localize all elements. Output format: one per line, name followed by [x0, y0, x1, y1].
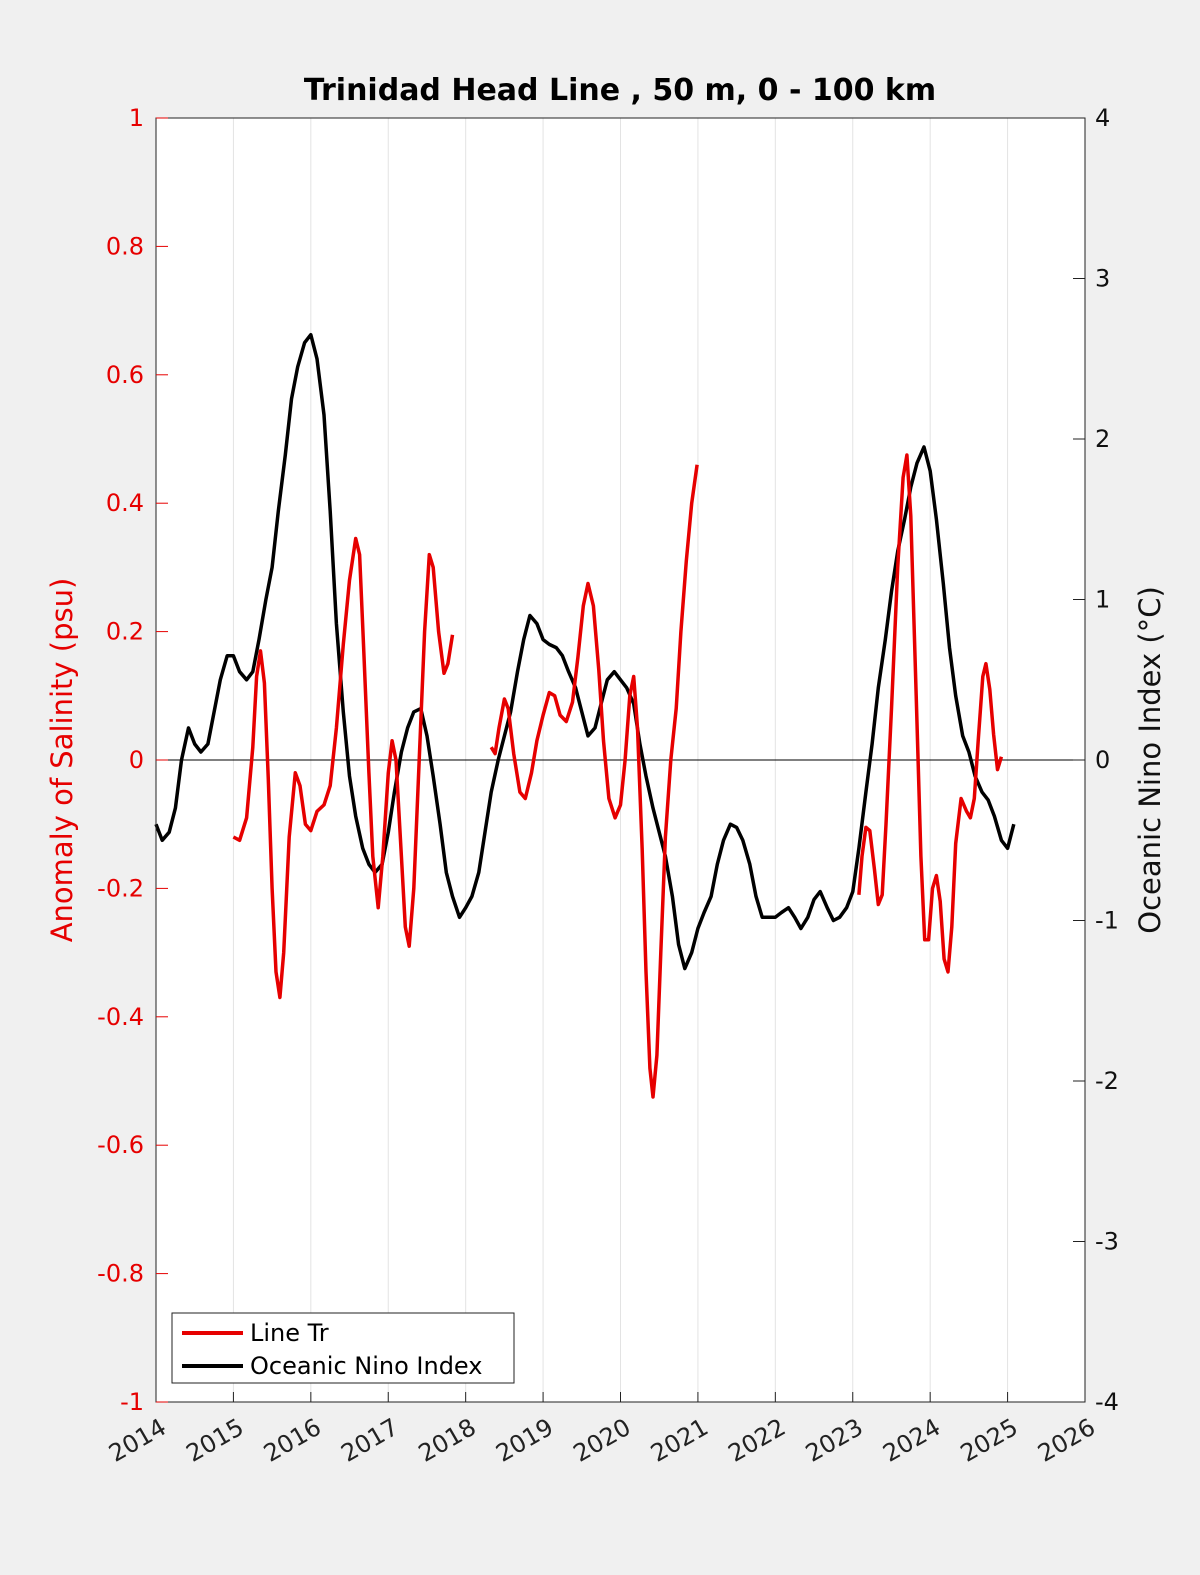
y-left-tick-label: -0.2 — [97, 874, 144, 902]
y-left-tick-label: -0.4 — [97, 1003, 144, 1031]
x-tick-label: 2018 — [414, 1413, 481, 1468]
x-tick-label: 2017 — [336, 1413, 403, 1468]
x-tick-label: 2014 — [104, 1413, 171, 1468]
y-left-tick-label: 0.8 — [106, 232, 144, 260]
x-tick-label: 2019 — [491, 1413, 558, 1468]
x-tick-label: 2025 — [956, 1413, 1023, 1468]
legend-label-oni: Oceanic Nino Index — [250, 1352, 482, 1380]
x-tick-label: 2022 — [723, 1413, 790, 1468]
series-line-line-tr-segment-1 — [489, 464, 699, 1099]
x-tick-label: 2020 — [569, 1413, 636, 1468]
series-layer — [154, 332, 1016, 1099]
y-left-tick-label: 0.4 — [106, 489, 144, 517]
y-axis-left-label: Anomaly of Salinity (psu) — [45, 578, 79, 943]
y-right-tick-label: -2 — [1095, 1067, 1119, 1095]
legend-label-line-tr: Line Tr — [250, 1319, 329, 1347]
x-tick-label: 2026 — [1033, 1413, 1100, 1468]
y-right-tick-label: -3 — [1095, 1228, 1119, 1256]
x-tick-label: 2021 — [646, 1413, 713, 1468]
y-right-tick-label: 0 — [1095, 746, 1110, 774]
legend-box — [171, 1312, 515, 1384]
y-left-tick-label: 1 — [129, 104, 144, 132]
x-tick-label: 2024 — [878, 1413, 945, 1468]
series-line-oceanic-nino-index — [154, 332, 1016, 971]
y-left-tick-label: -0.8 — [97, 1260, 144, 1288]
y-right-tick-label: -1 — [1095, 907, 1119, 935]
x-tick-label: 2015 — [182, 1413, 249, 1468]
y-left-tick-label: -1 — [120, 1388, 144, 1416]
y-left-tick-label: 0 — [129, 746, 144, 774]
y-axis-right-label: Oceanic Nino Index (°C) — [1133, 586, 1167, 934]
series-line-line-tr-segment-0 — [232, 536, 455, 1000]
y-right-tick-label: 2 — [1095, 425, 1110, 453]
y-right-tick-label: 3 — [1095, 265, 1110, 293]
y-left-tick-label: -0.6 — [97, 1131, 144, 1159]
series-line-line-tr-segment-2 — [857, 453, 1004, 974]
chart-title: Trinidad Head Line , 50 m, 0 - 100 km — [304, 73, 936, 108]
legend: Line Tr Oceanic Nino Index — [171, 1312, 515, 1384]
y-right-tick-label: 1 — [1095, 586, 1110, 614]
y-left-tick-label: 0.2 — [106, 618, 144, 646]
y-left-tick-label: 0.6 — [106, 361, 144, 389]
y-right-tick-label: -4 — [1095, 1388, 1119, 1416]
x-tick-label: 2016 — [259, 1413, 326, 1468]
y-right-tick-label: 4 — [1095, 104, 1110, 132]
x-tick-label: 2023 — [801, 1413, 868, 1468]
